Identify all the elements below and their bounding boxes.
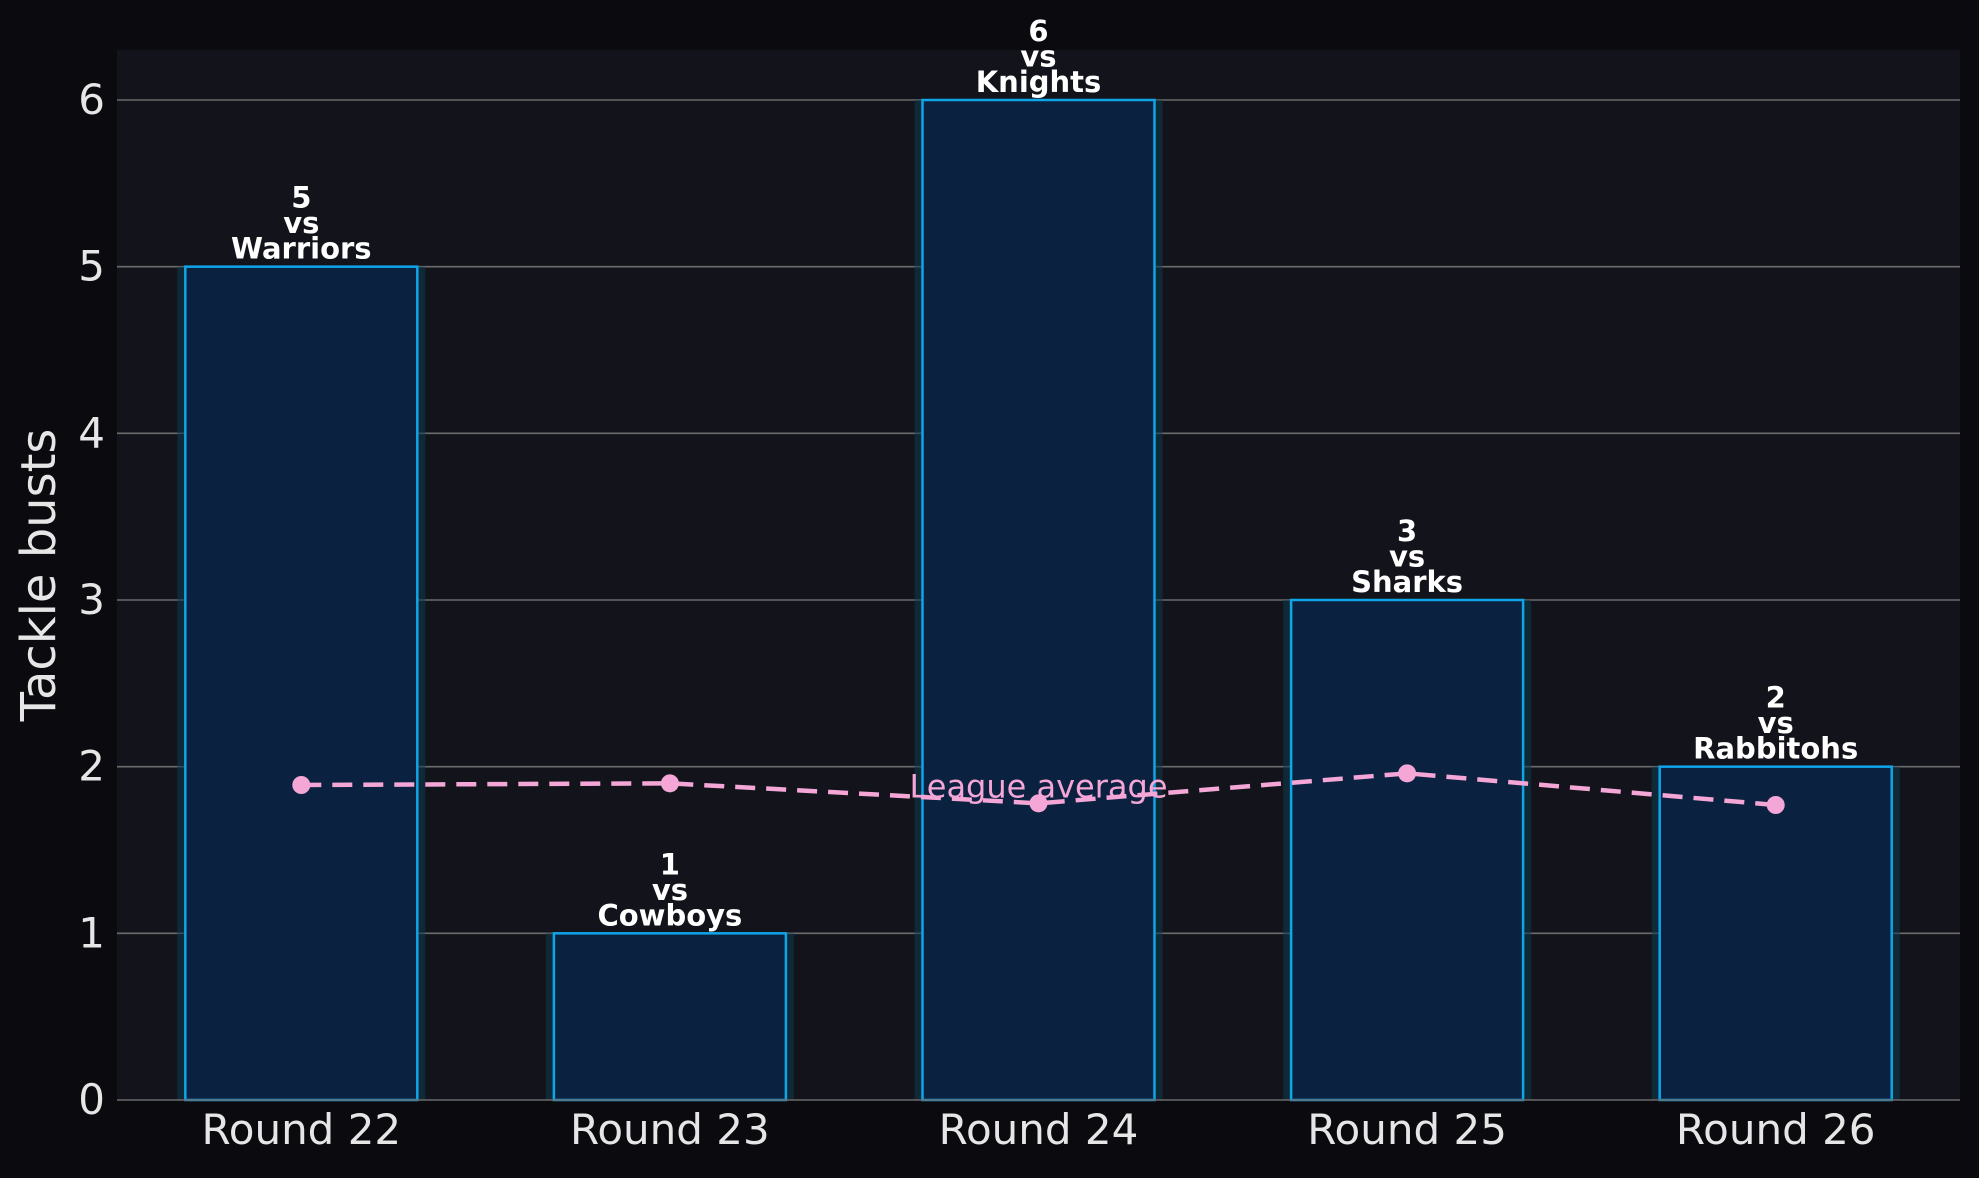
x-tick-label-5: Round 26: [1676, 1105, 1876, 1154]
league-average-line: League average: [292, 764, 1785, 814]
bar-1: [184, 265, 419, 1102]
y-tick-label-6: 6: [78, 75, 105, 124]
bars: [177, 98, 1900, 1102]
bar-label-opponent: Rabbitohs: [1693, 732, 1858, 766]
x-tick-label-1: Round 22: [201, 1105, 401, 1154]
x-tick-label-3: Round 24: [939, 1105, 1139, 1154]
bar-3: [921, 98, 1156, 1102]
bar-label-value: 5: [291, 181, 311, 215]
bar-label-value: 3: [1397, 514, 1417, 548]
bar-label-opponent: Cowboys: [597, 898, 742, 932]
bar-label-vs: vs: [652, 873, 688, 907]
y-tick-label-1: 1: [78, 908, 105, 957]
y-tick-label-0: 0: [78, 1075, 105, 1124]
y-tick-label-2: 2: [78, 742, 105, 791]
bar-5: [1658, 765, 1893, 1102]
y-tick-label-3: 3: [78, 575, 105, 624]
bar-label-vs: vs: [1389, 540, 1425, 574]
x-tick-label-2: Round 23: [570, 1105, 770, 1154]
league-average-marker-5: [1766, 796, 1785, 814]
bar-label-value: 2: [1766, 681, 1786, 715]
bar-2: [552, 932, 788, 1102]
y-axis-label: Tackle busts: [11, 429, 67, 723]
axes: 0 1 2 3 4 5 6 Round 22 Round 23 Round 24 Round 25 R…: [78, 75, 1960, 1154]
y-tick-label-5: 5: [78, 242, 105, 291]
bar-label-vs: vs: [1758, 706, 1794, 740]
league-average-marker-1: [292, 776, 311, 794]
x-tick-label-4: Round 25: [1307, 1105, 1507, 1154]
league-average-label: League average: [909, 767, 1167, 805]
bar-label-opponent: Warriors: [231, 232, 372, 266]
y-tick-label-4: 4: [78, 408, 105, 457]
bar-label-vs: vs: [1020, 40, 1056, 74]
bar-label-value: 1: [660, 847, 680, 881]
bar-label-value: 6: [1028, 14, 1048, 48]
bar-labels: 5vsWarriors1vsCowboys6vsKnights3vsSharks…: [231, 14, 1858, 932]
league-average-marker-2: [660, 774, 679, 793]
league-average-marker-4: [1398, 764, 1417, 783]
bar-label-vs: vs: [283, 206, 319, 240]
bar-label-opponent: Sharks: [1351, 565, 1463, 599]
league-average-marker-3: [1029, 794, 1048, 813]
bar-label-opponent: Knights: [976, 65, 1102, 99]
bar-4: [1289, 598, 1525, 1102]
